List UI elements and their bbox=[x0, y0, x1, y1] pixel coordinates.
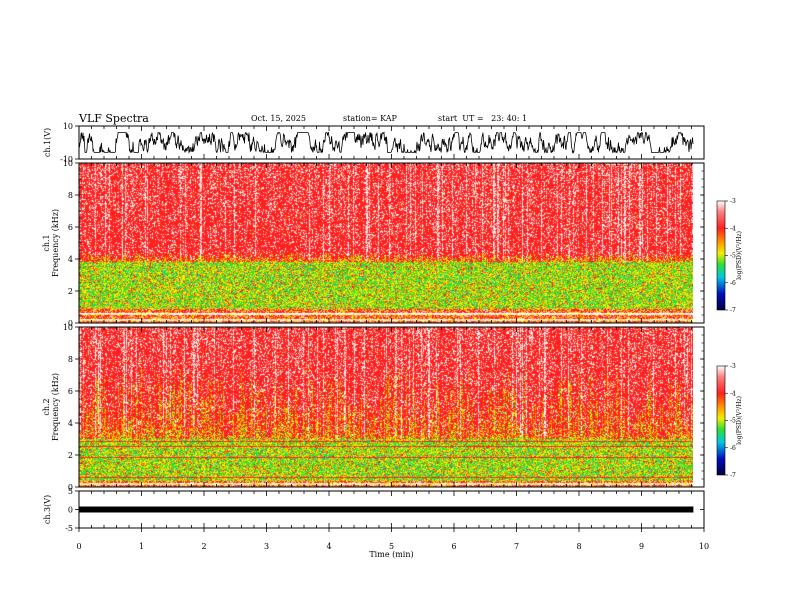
colorbar-tick-label: -6 bbox=[730, 280, 736, 287]
waveform-line-ch3-waveform bbox=[79, 506, 694, 513]
y-tick-label: -5 bbox=[65, 524, 73, 533]
y-tick-label: 0 bbox=[68, 483, 73, 492]
y-axis-label-top: ch.1 bbox=[42, 234, 51, 251]
y-axis-label: Frequency (kHz) bbox=[51, 373, 60, 441]
colorbar-label: log(PSD)(V²/Hz) bbox=[736, 231, 743, 280]
axes-layer bbox=[75, 125, 728, 532]
y-tick-label: 6 bbox=[68, 387, 73, 396]
x-tick-label: 5 bbox=[389, 542, 394, 551]
waveform-layer bbox=[78, 131, 694, 513]
y-tick-label: 10 bbox=[63, 159, 73, 168]
y-tick-label: 8 bbox=[68, 355, 73, 364]
colorbar-tick-label: -3 bbox=[730, 198, 736, 205]
x-tick-label: 1 bbox=[139, 542, 144, 551]
y-axis-label: Frequency (kHz) bbox=[51, 209, 60, 277]
x-tick-label: 2 bbox=[201, 542, 206, 551]
colorbar-tick-label: -7 bbox=[730, 307, 736, 314]
y-tick-label: 2 bbox=[68, 287, 73, 296]
colorbar-tick-label: -7 bbox=[730, 472, 736, 479]
x-tick-label: 8 bbox=[576, 542, 581, 551]
y-tick-label: 4 bbox=[68, 255, 73, 264]
waveform-line-ch1-waveform bbox=[78, 131, 694, 154]
colorbar-tick-label: -4 bbox=[730, 390, 736, 397]
x-tick-label: 0 bbox=[76, 542, 81, 551]
y-tick-label: 0 bbox=[68, 506, 73, 515]
y-axis-label: ch.1(V) bbox=[43, 128, 52, 157]
x-tick-label: 3 bbox=[264, 542, 269, 551]
y-axis-label-top: ch.2 bbox=[42, 398, 51, 415]
x-tick-label: 4 bbox=[326, 542, 331, 551]
y-tick-label: 0 bbox=[68, 319, 73, 328]
colorbar-tick-label: -5 bbox=[730, 253, 736, 260]
colorbar-tick-label: -3 bbox=[730, 363, 736, 370]
spectrogram-image-ch2-spectrogram bbox=[79, 327, 693, 487]
y-tick-label: 6 bbox=[68, 223, 73, 232]
y-tick-label: 10 bbox=[63, 323, 73, 332]
x-tick-label: 10 bbox=[699, 542, 709, 551]
y-tick-label: 8 bbox=[68, 191, 73, 200]
colorbar-ch2-spectrogram bbox=[717, 366, 725, 475]
y-tick-label: 4 bbox=[68, 419, 73, 428]
chart-title: VLF Spectra bbox=[79, 112, 149, 125]
colorbar-label: log(PSD)(V²/Hz) bbox=[736, 396, 743, 445]
chart-date: Oct. 15, 2025 bbox=[251, 114, 306, 123]
chart-start-time: start UT = 23: 40: 1 bbox=[438, 114, 528, 123]
x-axis-label: Time (min) bbox=[369, 550, 413, 559]
y-tick-label: -10 bbox=[60, 155, 73, 164]
x-tick-label: 9 bbox=[639, 542, 644, 551]
x-tick-label: 6 bbox=[451, 542, 456, 551]
x-tick-label: 7 bbox=[514, 542, 519, 551]
y-tick-label: 5 bbox=[68, 487, 73, 496]
colorbar-tick-label: -4 bbox=[730, 225, 736, 232]
colorbar-tick-label: -5 bbox=[730, 418, 736, 425]
spectrogram-image-ch1-spectrogram bbox=[79, 163, 693, 323]
y-axis-label: ch.3(V) bbox=[43, 495, 52, 524]
colorbar-ch1-spectrogram bbox=[717, 201, 725, 310]
chart-station: station= KAP bbox=[343, 114, 397, 123]
spectrogram-layer bbox=[79, 163, 725, 487]
y-tick-label: 2 bbox=[68, 451, 73, 460]
y-tick-label: 10 bbox=[63, 122, 73, 131]
colorbar-tick-label: -6 bbox=[730, 445, 736, 452]
